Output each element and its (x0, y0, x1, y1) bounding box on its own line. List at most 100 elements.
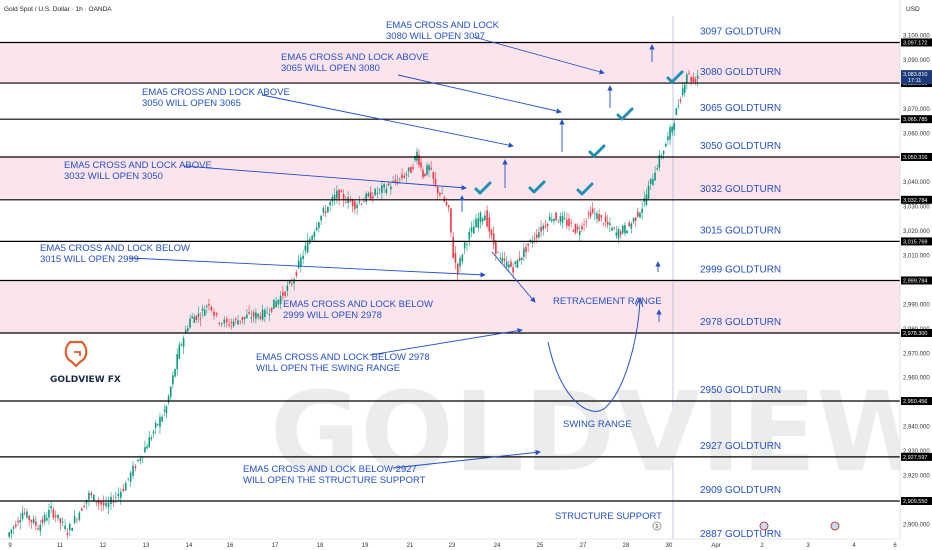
candle-body (412, 167, 414, 169)
candle-body (66, 533, 69, 536)
price-axis[interactable]: 2,900.0002,910.0002,920.0002,930.0002,94… (899, 0, 932, 550)
candle-body (585, 221, 588, 223)
candle-body (439, 193, 441, 196)
annotation-text: 3015 WILL OPEN 2999 (40, 254, 139, 265)
candle-body (92, 494, 95, 501)
annotation-text: EMA5 CROSS AND LOCK ABOVE (142, 87, 290, 98)
time-tick-label: 16 (227, 543, 234, 549)
zone-top (0, 42, 900, 84)
price-tick-label: 3,060.000 (903, 131, 930, 137)
candle-body (117, 493, 120, 497)
candle-body (428, 165, 430, 171)
candle-body (338, 189, 340, 201)
candle-body (26, 511, 28, 518)
price-tick-label: 3,030.000 (903, 205, 930, 211)
range-labels-layer: RETRACEMENT RANGE SWING RANGE STRUCTURE SU… (553, 296, 662, 522)
candle-body (270, 307, 273, 312)
time-tick-label: 19 (362, 543, 369, 549)
candle-body (520, 257, 523, 260)
candle-body (512, 267, 514, 273)
time-tick-label: 12 (100, 543, 107, 549)
level-label: 2887 GOLDTURN (700, 529, 781, 540)
candle-body (358, 201, 361, 203)
candle-body (43, 514, 46, 522)
level-price-tag-text: 2,927.597 (903, 455, 927, 461)
annotation-text: 3065 WILL OPEN 3080 (281, 63, 380, 74)
candle-body (533, 238, 536, 240)
candle-body (445, 201, 448, 206)
annotation-text: EMA5 CROSS AND LOCK BELOW 2978 (256, 352, 430, 363)
arrows-layer (129, 36, 662, 469)
level-price-tag (901, 237, 932, 246)
candle-body (257, 313, 259, 317)
candle-body (673, 123, 676, 130)
level-price-tag-text: 3,032.784 (903, 198, 927, 204)
candle-body (495, 240, 497, 254)
candle-body (611, 227, 613, 231)
candle-body (54, 515, 57, 517)
level-label: 3080 GOLDTURN (700, 67, 781, 78)
candle-body (115, 497, 117, 498)
candle-body (39, 524, 42, 532)
candle-body (167, 396, 170, 403)
candle-body (499, 257, 502, 259)
time-axis[interactable]: 9 11 12 13 14 16 17 18 19 21 23 24 25 27 28 30 Apr 2 3 4 6 (0, 538, 900, 550)
candle-body (654, 172, 656, 181)
candle-body (252, 312, 255, 317)
time-tick-label: 18 (317, 543, 324, 549)
candle-body (587, 213, 590, 215)
checkmarks-layer (474, 70, 684, 196)
candle-body (656, 168, 658, 170)
candle-body (127, 478, 129, 480)
candle-body (407, 167, 410, 172)
time-tick-label: 4 (852, 543, 856, 549)
candle-body (191, 316, 193, 319)
candle-body (232, 321, 235, 327)
candle-body (237, 320, 239, 325)
candle-body (137, 459, 139, 462)
candle-body (239, 320, 242, 322)
level-price-tag (901, 328, 932, 337)
check-icon (528, 180, 546, 194)
candle-body (297, 260, 300, 268)
us-flag-icon (830, 521, 840, 531)
candle-body (548, 216, 551, 221)
candle-body (363, 201, 365, 203)
swing-curve (547, 299, 641, 412)
candle-body (551, 219, 553, 222)
candle-body (50, 506, 52, 509)
candle-body (356, 204, 358, 208)
level-price-tag-text: 3,015.769 (903, 239, 927, 245)
candle-body (630, 223, 633, 229)
candle-body (122, 488, 125, 492)
candle-body (639, 212, 641, 218)
level-price-tag (901, 38, 932, 47)
candle-body (215, 313, 218, 315)
annotation-text: 3080 WILL OPEN 3097 (386, 31, 485, 42)
candle-body (327, 206, 329, 213)
candle-body (32, 518, 35, 524)
candle-body (422, 170, 424, 178)
candle-body (17, 520, 19, 523)
candle-body (447, 205, 450, 208)
candle-body (475, 218, 477, 228)
candle-body (553, 218, 555, 222)
time-tick-label: 3 (806, 543, 810, 549)
candle-body (609, 223, 611, 225)
candle-body (193, 317, 196, 323)
candle-body (436, 186, 439, 194)
range-label: SWING RANGE (563, 419, 632, 430)
us-flag-icon-2 (759, 521, 769, 531)
candle-body (201, 308, 204, 311)
candle-body (41, 519, 44, 523)
candle-body (277, 299, 280, 305)
candle-body (606, 221, 609, 225)
candle-body (261, 309, 264, 320)
candle-body (228, 324, 230, 326)
candle-body (220, 323, 223, 325)
candle-body (10, 529, 13, 534)
candle-body (241, 316, 244, 320)
candle-body (667, 136, 669, 141)
